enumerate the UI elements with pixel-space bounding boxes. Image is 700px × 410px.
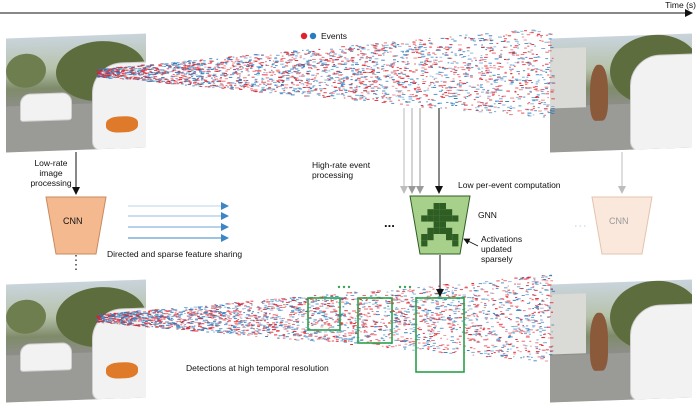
events-bottom-cloud — [96, 274, 555, 362]
gnn-activation-pattern — [421, 203, 459, 247]
feature-sharing-arrows — [128, 202, 229, 242]
detection-box-2 — [357, 297, 393, 344]
high-rate-label: High-rate event processing — [312, 160, 371, 180]
legend-blue-dot — [309, 32, 317, 40]
cnn-left-block — [45, 196, 107, 255]
activations-arrow — [463, 238, 479, 247]
feature-sharing-label: Directed and sparse feature sharing — [107, 249, 243, 259]
ellipsis-left: ... — [384, 215, 395, 230]
detections-label: Detections at high temporal resolution — [186, 363, 329, 373]
detection-box-1 — [307, 297, 341, 331]
cnn-right-label: CNN — [609, 216, 629, 226]
events-top-cloud — [96, 29, 556, 118]
legend-label: Events — [321, 31, 347, 41]
activations-label: Activations updated sparsely — [481, 234, 523, 264]
gnn-label: GNN — [478, 210, 497, 220]
cnn-right-block — [591, 196, 653, 255]
detection-box-3 — [415, 297, 465, 373]
low-per-event-label: Low per-event computation — [458, 180, 561, 190]
cnn-left-label: CNN — [63, 216, 83, 226]
green-ellipsis-dots — [337, 285, 412, 289]
low-rate-label: Low-rate image processing — [30, 158, 72, 188]
time-axis-label: Time (s) — [665, 0, 696, 10]
legend-red-dot — [300, 32, 308, 40]
